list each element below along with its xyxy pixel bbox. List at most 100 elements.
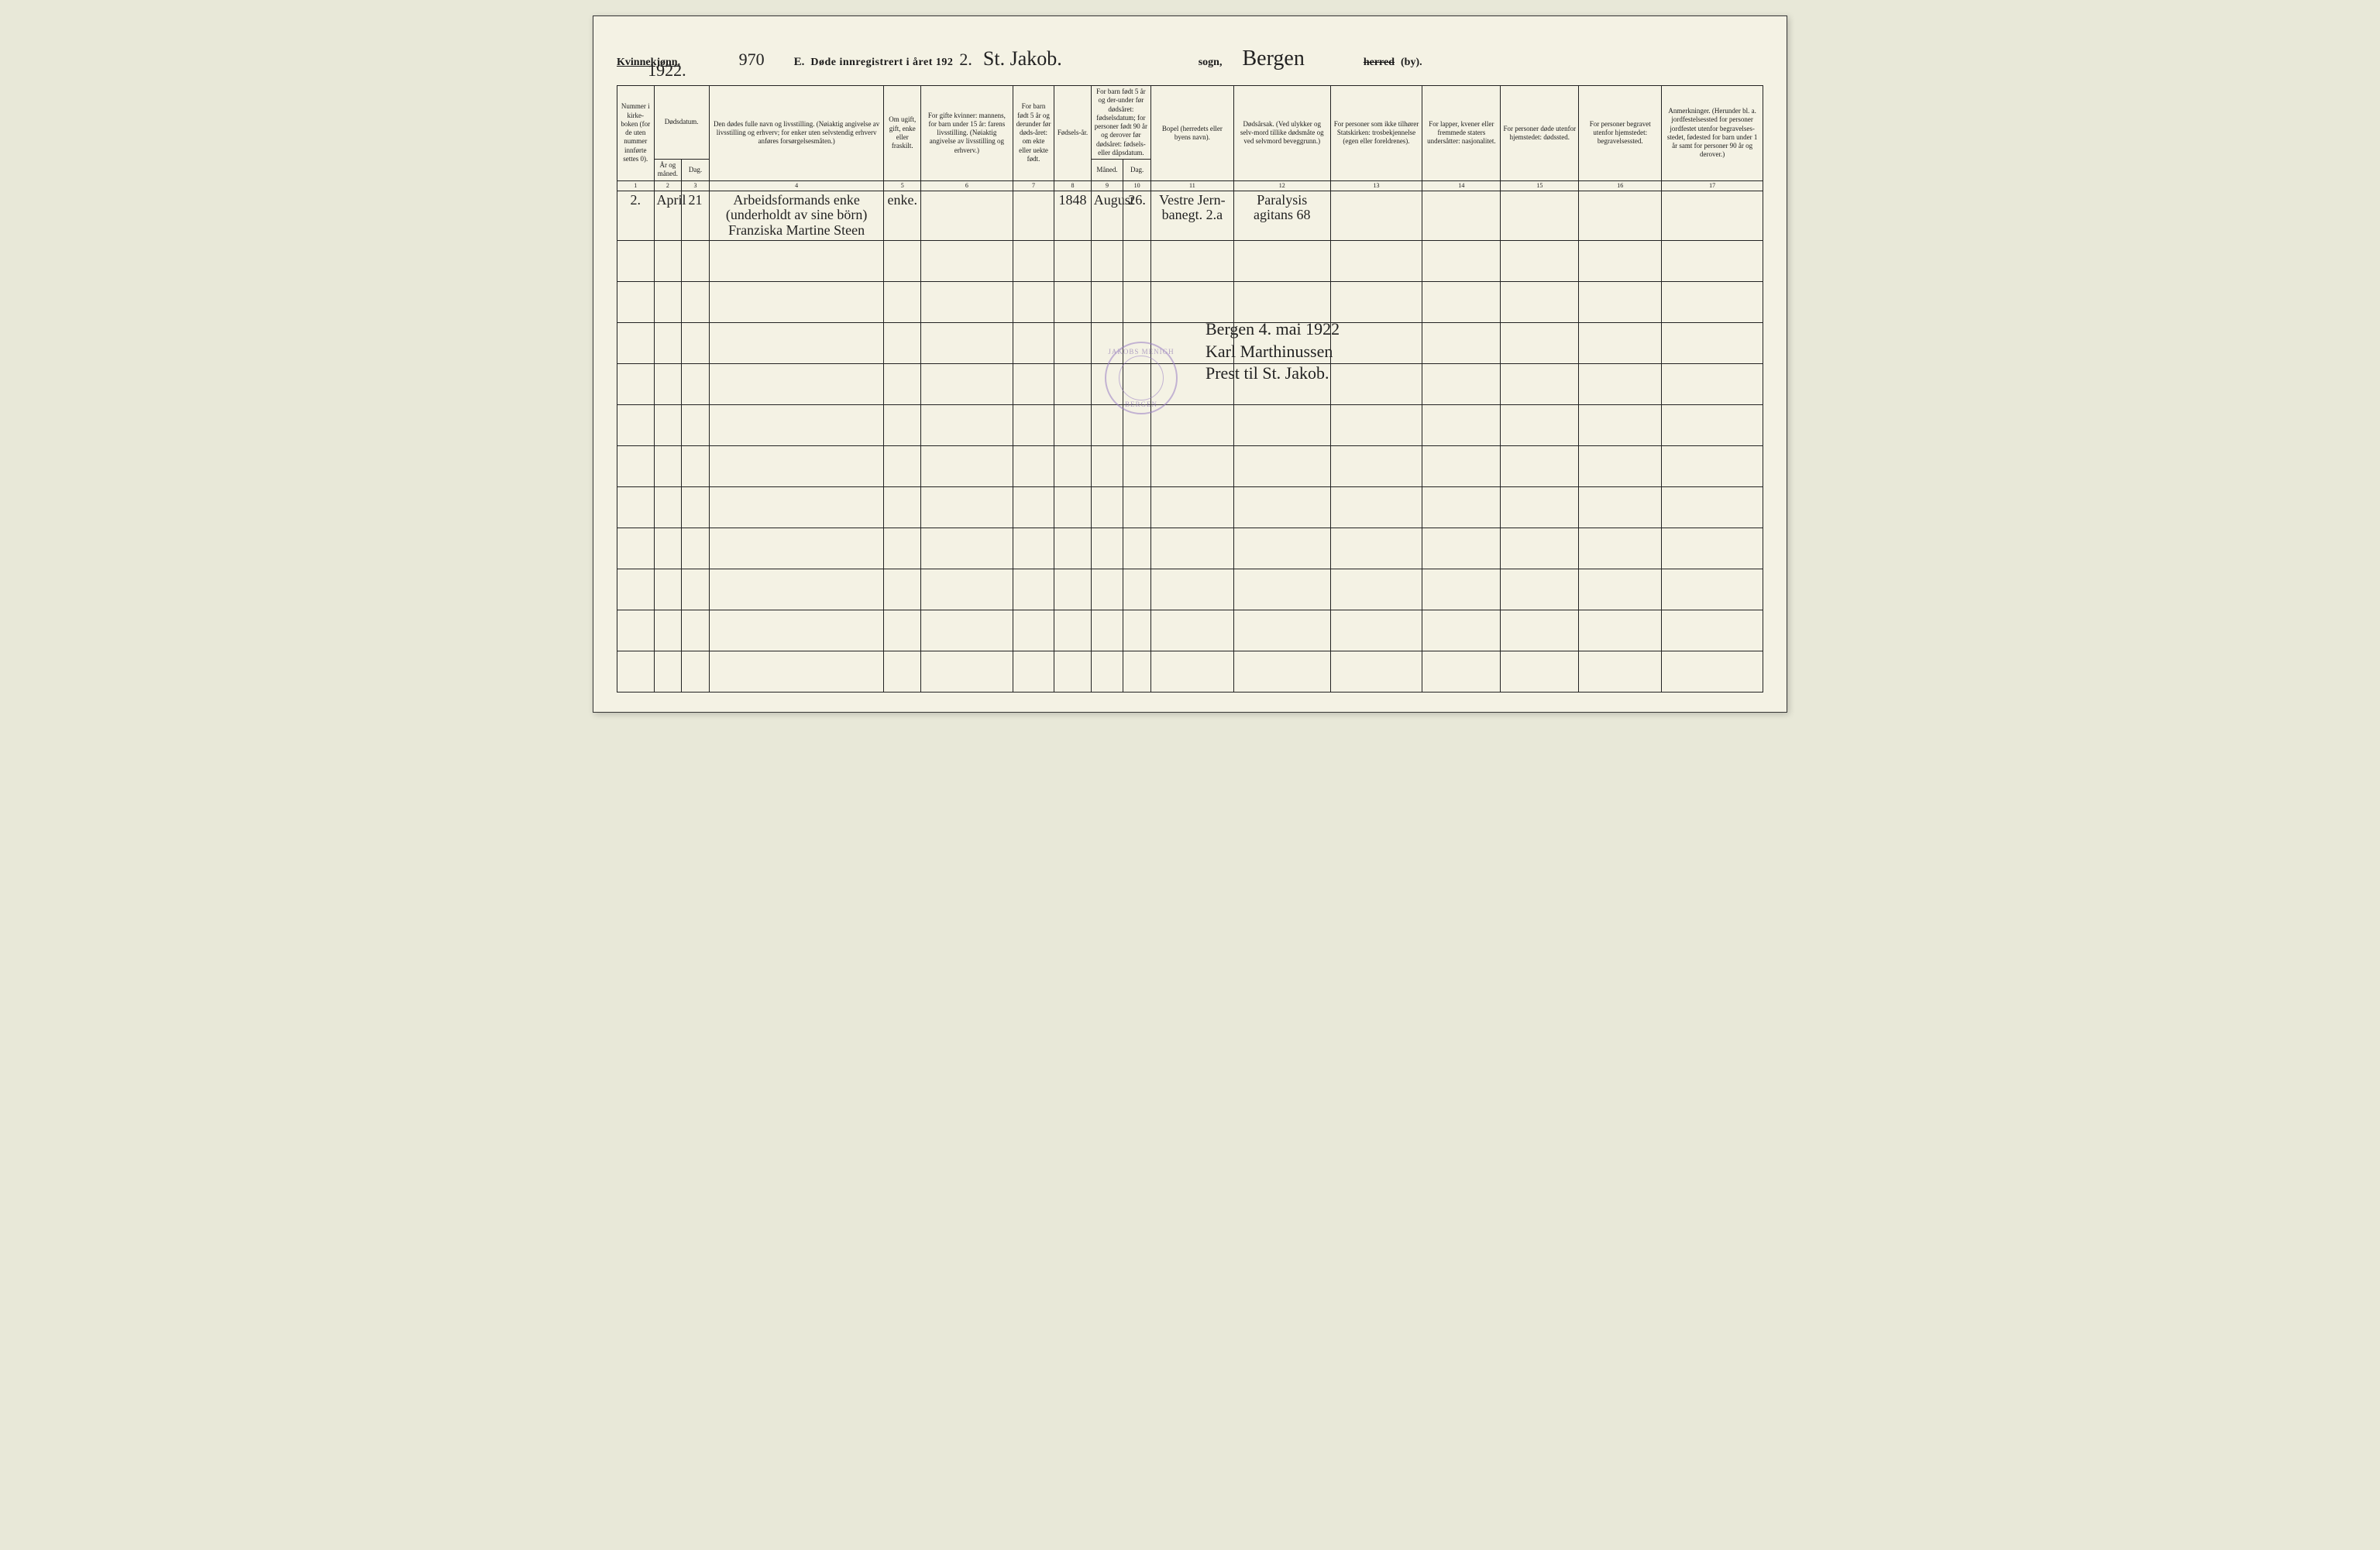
table-cell xyxy=(1123,281,1151,322)
table-cell xyxy=(1330,528,1422,569)
table-cell xyxy=(884,651,921,692)
table-row xyxy=(617,486,1763,528)
table-cell xyxy=(1422,363,1501,404)
table-cell xyxy=(709,322,884,363)
table-cell xyxy=(920,240,1013,281)
table-row: 2.April21Arbeidsformands enke (underhold… xyxy=(617,191,1763,240)
table-cell xyxy=(1091,610,1123,651)
table-cell xyxy=(1013,281,1054,322)
table-cell xyxy=(1013,486,1054,528)
cell-value: Paralysis agitans 68 xyxy=(1236,193,1328,224)
table-cell xyxy=(682,445,710,486)
col-header: Anmerkninger. (Herunder bl. a. jordfeste… xyxy=(1662,86,1763,181)
table-cell xyxy=(884,363,921,404)
table-row xyxy=(617,445,1763,486)
cell-value: August xyxy=(1094,193,1121,208)
col-subheader: Dag. xyxy=(682,160,710,181)
table-cell xyxy=(1054,322,1092,363)
col-header: Bopel (herredets eller byens navn). xyxy=(1150,86,1233,181)
table-cell xyxy=(1501,651,1579,692)
cell-value: Arbeidsformands enke (underholdt av sine… xyxy=(712,193,882,239)
table-cell xyxy=(1330,363,1422,404)
table-cell xyxy=(1501,191,1579,240)
table-cell xyxy=(1123,569,1151,610)
col-header: For personer begravet utenfor hjemstedet… xyxy=(1579,86,1662,181)
table-cell xyxy=(654,240,682,281)
table-cell: enke. xyxy=(884,191,921,240)
table-cell xyxy=(1123,486,1151,528)
table-cell xyxy=(884,240,921,281)
table-cell xyxy=(682,322,710,363)
colnum: 13 xyxy=(1330,180,1422,191)
table-cell: Arbeidsformands enke (underholdt av sine… xyxy=(709,191,884,240)
cell-value: 26. xyxy=(1126,193,1148,208)
table-cell xyxy=(1054,569,1092,610)
parish-stamp: JAKOBS MENIGH BERGEN xyxy=(1105,342,1178,414)
table-cell xyxy=(1054,486,1092,528)
table-cell xyxy=(920,528,1013,569)
table-cell xyxy=(920,281,1013,322)
table-cell xyxy=(1091,281,1123,322)
table-cell xyxy=(1330,445,1422,486)
colnum: 2 xyxy=(654,180,682,191)
table-cell xyxy=(884,322,921,363)
table-cell xyxy=(617,363,655,404)
table-cell xyxy=(1579,363,1662,404)
table-cell xyxy=(1150,445,1233,486)
table-cell xyxy=(709,528,884,569)
parish-name: St. Jakob. xyxy=(983,47,1062,70)
colnum: 5 xyxy=(884,180,921,191)
table-cell xyxy=(1579,610,1662,651)
table-cell xyxy=(1233,240,1330,281)
table-cell xyxy=(1054,281,1092,322)
table-cell xyxy=(682,240,710,281)
table-cell xyxy=(1662,486,1763,528)
table-cell xyxy=(1501,404,1579,445)
table-cell xyxy=(654,281,682,322)
table-cell xyxy=(1422,404,1501,445)
table-row xyxy=(617,322,1763,363)
table-cell xyxy=(617,445,655,486)
table-cell xyxy=(1054,445,1092,486)
table-cell xyxy=(1662,651,1763,692)
table-cell xyxy=(920,191,1013,240)
table-cell xyxy=(1013,445,1054,486)
table-cell xyxy=(709,363,884,404)
table-cell xyxy=(884,404,921,445)
table-cell xyxy=(709,240,884,281)
table-cell xyxy=(1123,651,1151,692)
table-cell xyxy=(1501,569,1579,610)
table-cell xyxy=(1501,610,1579,651)
table-cell xyxy=(709,569,884,610)
table-cell xyxy=(682,281,710,322)
table-cell xyxy=(1579,528,1662,569)
table-cell xyxy=(1150,528,1233,569)
table-cell xyxy=(1013,528,1054,569)
table-cell xyxy=(1150,240,1233,281)
ledger-page: Kvinnekjønn. 1922. 970 E. Døde innregist… xyxy=(593,15,1787,713)
table-row xyxy=(617,569,1763,610)
table-cell xyxy=(617,322,655,363)
table-cell xyxy=(654,363,682,404)
table-cell xyxy=(1579,651,1662,692)
table-cell xyxy=(1091,528,1123,569)
table-cell xyxy=(1054,363,1092,404)
colnum: 8 xyxy=(1054,180,1092,191)
table-cell xyxy=(1233,651,1330,692)
cell-value: enke. xyxy=(886,193,918,208)
table-cell xyxy=(920,486,1013,528)
table-cell xyxy=(1233,445,1330,486)
col-subheader: Dag. xyxy=(1123,160,1151,181)
table-cell xyxy=(1579,404,1662,445)
colnum: 15 xyxy=(1501,180,1579,191)
col-header: For personer døde utenfor hjemstedet: dø… xyxy=(1501,86,1579,181)
table-cell xyxy=(1662,240,1763,281)
col-header: For lapper, kvener eller fremmede stater… xyxy=(1422,86,1501,181)
table-cell xyxy=(709,281,884,322)
stamp-inner-ring xyxy=(1119,356,1164,400)
col-header: Nummer i kirke-boken (for de uten nummer… xyxy=(617,86,655,181)
table-cell xyxy=(1662,191,1763,240)
by-label: (by). xyxy=(1401,57,1422,69)
page-header: Kvinnekjønn. 1922. 970 E. Døde innregist… xyxy=(617,36,1763,71)
col-header: Dødsdatum. xyxy=(654,86,709,160)
